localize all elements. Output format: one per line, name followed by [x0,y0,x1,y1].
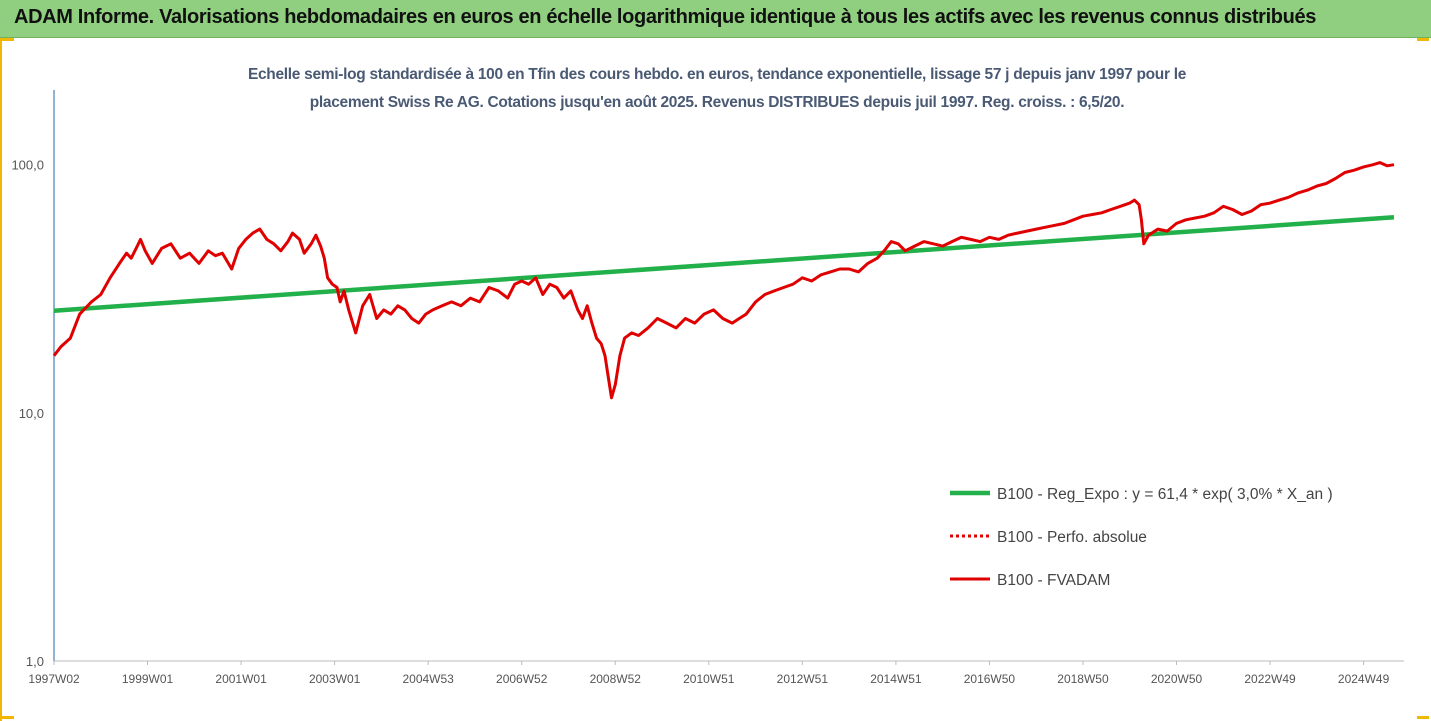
y-axis-ticks: 1,0 10,0 100,0 [11,158,44,669]
x-tick-label: 2012W51 [777,672,829,686]
series-line-fvadam [52,161,1395,400]
x-tick-label: 2022W49 [1244,672,1296,686]
y-tick-label: 10,0 [19,406,44,421]
y-tick-label: 1,0 [26,654,44,669]
chart-frame: Echelle semi-log standardisée à 100 en T… [0,38,1431,721]
x-tick-label: 2004W53 [402,672,454,686]
x-tick-label: 2016W50 [964,672,1016,686]
x-tick-label: 2020W50 [1151,672,1203,686]
x-axis-ticks: 1997W02 1999W01 2001W01 2003W01 2004W53 2006W… [28,661,1390,686]
x-tick-label: 2006W52 [496,672,548,686]
chart-plot: 1,0 10,0 100,0 1997W02 1999W01 2001W01 2003W0… [11,90,1404,686]
x-tick-label: 2008W52 [590,672,642,686]
corner-mark-bottom-left [2,716,14,719]
corner-mark-bottom-right [1417,716,1429,719]
corner-mark-top-left [2,38,14,41]
x-tick-label: 2001W01 [215,672,267,686]
legend-label: B100 - Reg_Expo : y = 61,4 * exp( 3,0% *… [997,486,1333,503]
x-tick-label: 2010W51 [683,672,735,686]
corner-mark-top-right [1417,38,1429,41]
page-title: ADAM Informe. Valorisations hebdomadaire… [14,6,1317,28]
chart-legend: B100 - Reg_Expo : y = 61,4 * exp( 3,0% *… [950,486,1333,589]
x-tick-label: 1997W02 [28,672,80,686]
x-tick-label: 1999W01 [122,672,174,686]
x-tick-label: 2024W49 [1338,672,1390,686]
legend-label: B100 - FVADAM [997,572,1110,589]
x-tick-label: 2003W01 [309,672,361,686]
series-layer [52,161,1395,400]
chart-subtitle-line-2: placement Swiss Re AG. Cotations jusqu'e… [309,94,1125,111]
series-line-reg-expo [53,215,1395,313]
chart-subtitle-line-1: Echelle semi-log standardisée à 100 en T… [247,66,1187,83]
x-tick-label: 2018W50 [1057,672,1109,686]
legend-label: B100 - Perfo. absolue [997,529,1147,546]
y-tick-label: 100,0 [11,158,44,173]
x-tick-label: 2014W51 [870,672,922,686]
title-banner: ADAM Informe. Valorisations hebdomadaire… [0,0,1431,38]
